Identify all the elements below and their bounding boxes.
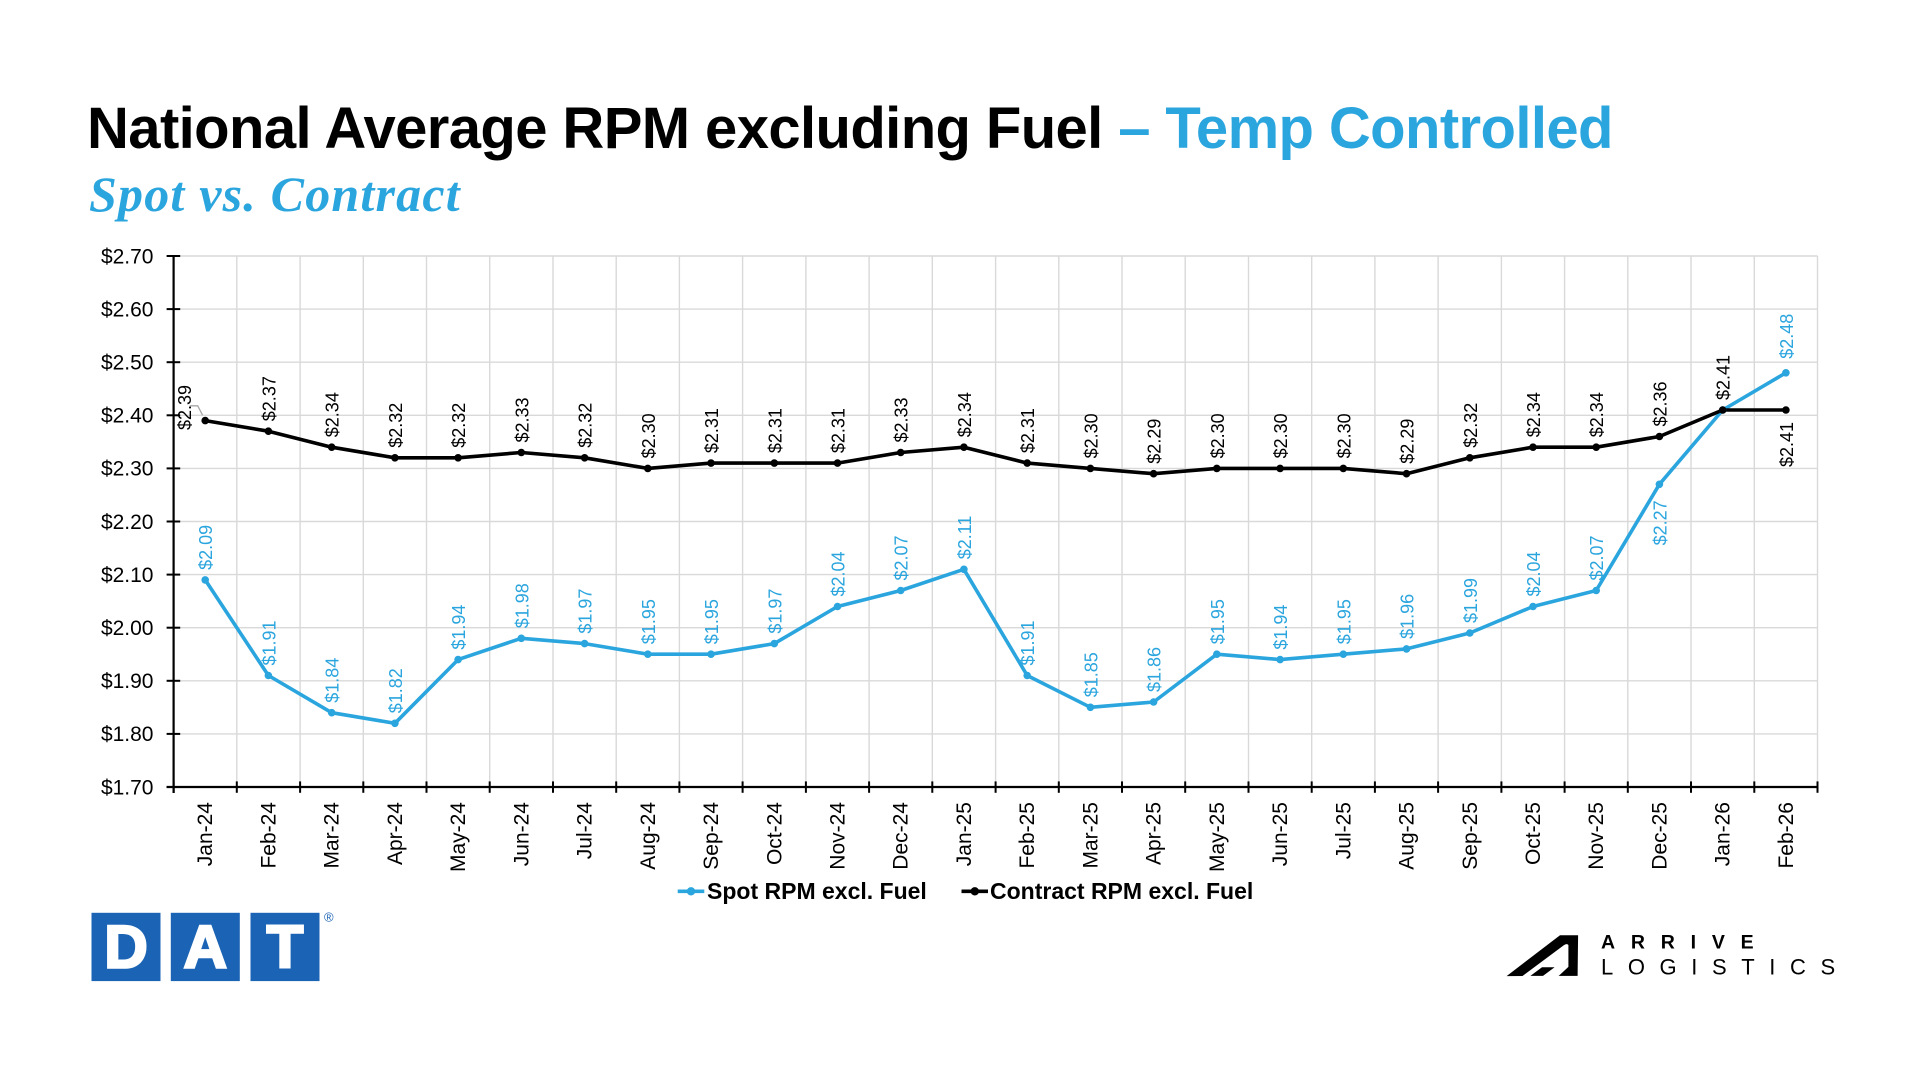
svg-text:$1.91: $1.91 — [259, 620, 279, 665]
svg-text:$2.32: $2.32 — [576, 403, 596, 448]
svg-text:$1.95: $1.95 — [1208, 599, 1228, 644]
svg-text:$2.30: $2.30 — [1334, 413, 1354, 458]
svg-text:$1.91: $1.91 — [1018, 620, 1038, 665]
svg-text:$2.29: $2.29 — [1145, 419, 1165, 464]
svg-text:$2.07: $2.07 — [1587, 535, 1607, 580]
svg-text:$2.34: $2.34 — [1524, 392, 1544, 437]
svg-text:Sep-25: Sep-25 — [1459, 802, 1482, 870]
svg-text:Nov-25: Nov-25 — [1585, 802, 1608, 870]
svg-text:Oct-25: Oct-25 — [1522, 802, 1545, 865]
svg-text:$2.30: $2.30 — [1271, 413, 1291, 458]
svg-text:$1.80: $1.80 — [101, 723, 154, 746]
svg-text:®: ® — [324, 910, 334, 925]
svg-text:Apr-25: Apr-25 — [1143, 802, 1166, 865]
svg-text:Apr-24: Apr-24 — [384, 802, 407, 865]
svg-text:$2.20: $2.20 — [101, 511, 154, 534]
svg-text:$1.97: $1.97 — [765, 589, 785, 634]
svg-text:$1.84: $1.84 — [323, 658, 343, 703]
svg-text:$2.33: $2.33 — [892, 397, 912, 442]
svg-text:Feb-25: Feb-25 — [1016, 802, 1039, 869]
svg-text:$1.70: $1.70 — [101, 776, 154, 799]
svg-text:$2.41: $2.41 — [1714, 355, 1734, 400]
svg-text:$1.94: $1.94 — [449, 605, 469, 650]
svg-text:Spot RPM excl. Fuel: Spot RPM excl. Fuel — [707, 878, 927, 904]
svg-text:$2.37: $2.37 — [259, 376, 279, 421]
svg-text:$2.30: $2.30 — [101, 458, 154, 481]
svg-text:May-24: May-24 — [447, 802, 470, 872]
svg-text:$2.11: $2.11 — [955, 516, 975, 560]
svg-text:$2.32: $2.32 — [449, 403, 469, 448]
svg-text:$2.60: $2.60 — [101, 298, 154, 321]
svg-text:$1.86: $1.86 — [1145, 647, 1165, 692]
svg-text:$2.30: $2.30 — [1081, 413, 1101, 458]
svg-text:$2.32: $2.32 — [1461, 403, 1481, 448]
svg-text:$2.31: $2.31 — [702, 408, 722, 453]
svg-text:$2.09: $2.09 — [196, 525, 216, 570]
svg-text:Jun-24: Jun-24 — [510, 802, 533, 867]
svg-text:$2.31: $2.31 — [765, 408, 785, 453]
svg-text:$1.98: $1.98 — [512, 583, 532, 628]
svg-text:May-25: May-25 — [1206, 802, 1229, 872]
svg-text:$1.99: $1.99 — [1461, 578, 1481, 623]
svg-text:$2.34: $2.34 — [323, 392, 343, 437]
svg-text:$1.95: $1.95 — [702, 599, 722, 644]
svg-text:$1.97: $1.97 — [576, 589, 596, 634]
svg-text:$2.27: $2.27 — [1650, 500, 1670, 545]
svg-text:$2.31: $2.31 — [1018, 408, 1038, 453]
svg-text:$2.29: $2.29 — [1398, 419, 1418, 464]
svg-text:Jul-24: Jul-24 — [574, 802, 597, 860]
svg-text:$2.70: $2.70 — [101, 245, 154, 268]
svg-text:Nov-24: Nov-24 — [827, 802, 850, 870]
svg-text:Jun-25: Jun-25 — [1269, 802, 1292, 866]
svg-text:Sep-24: Sep-24 — [700, 802, 723, 870]
svg-text:A: A — [184, 914, 227, 981]
svg-text:$2.48: $2.48 — [1777, 314, 1797, 359]
svg-text:$1.95: $1.95 — [1334, 599, 1354, 644]
svg-text:$2.10: $2.10 — [101, 564, 154, 587]
svg-text:$1.95: $1.95 — [639, 599, 659, 644]
svg-text:ARRIVE: ARRIVE — [1601, 932, 1769, 954]
svg-text:Oct-24: Oct-24 — [763, 802, 786, 865]
svg-text:$2.30: $2.30 — [639, 413, 659, 458]
svg-text:Mar-25: Mar-25 — [1079, 802, 1102, 869]
svg-text:$2.50: $2.50 — [101, 352, 154, 375]
svg-text:Dec-25: Dec-25 — [1648, 802, 1671, 870]
svg-text:Aug-24: Aug-24 — [637, 802, 660, 870]
svg-text:Jul-25: Jul-25 — [1332, 802, 1355, 859]
svg-text:$1.85: $1.85 — [1081, 652, 1101, 697]
svg-text:Jan-26: Jan-26 — [1712, 802, 1735, 866]
svg-text:$2.33: $2.33 — [512, 397, 532, 442]
svg-text:Aug-25: Aug-25 — [1396, 802, 1419, 870]
svg-text:Mar-24: Mar-24 — [321, 802, 344, 869]
svg-text:$2.07: $2.07 — [892, 535, 912, 580]
svg-text:$1.96: $1.96 — [1398, 594, 1418, 639]
svg-text:LOGISTICS: LOGISTICS — [1601, 954, 1850, 979]
svg-text:T: T — [267, 914, 304, 981]
svg-text:$2.34: $2.34 — [1587, 392, 1607, 437]
svg-text:Feb-24: Feb-24 — [257, 802, 280, 869]
svg-text:$2.36: $2.36 — [1650, 381, 1670, 426]
svg-text:$2.39: $2.39 — [175, 385, 195, 430]
svg-text:Dec-24: Dec-24 — [890, 802, 913, 870]
svg-text:$2.32: $2.32 — [386, 403, 406, 448]
svg-text:D: D — [104, 914, 147, 981]
svg-text:$2.40: $2.40 — [101, 405, 154, 428]
svg-text:Jan-25: Jan-25 — [953, 802, 976, 866]
svg-text:Contract RPM excl. Fuel: Contract RPM excl. Fuel — [990, 878, 1253, 904]
svg-text:$2.31: $2.31 — [829, 408, 849, 453]
svg-text:$1.94: $1.94 — [1271, 605, 1291, 650]
svg-text:$2.41: $2.41 — [1777, 422, 1797, 467]
svg-text:Feb-26: Feb-26 — [1775, 802, 1798, 869]
svg-text:$2.04: $2.04 — [1524, 551, 1544, 596]
svg-text:$1.90: $1.90 — [101, 670, 154, 693]
svg-text:Jan-24: Jan-24 — [194, 802, 217, 867]
svg-text:$2.00: $2.00 — [101, 617, 154, 640]
svg-text:$2.04: $2.04 — [829, 551, 849, 596]
svg-text:$2.34: $2.34 — [955, 392, 975, 437]
svg-text:$1.82: $1.82 — [386, 668, 406, 713]
svg-text:$2.30: $2.30 — [1208, 413, 1228, 458]
